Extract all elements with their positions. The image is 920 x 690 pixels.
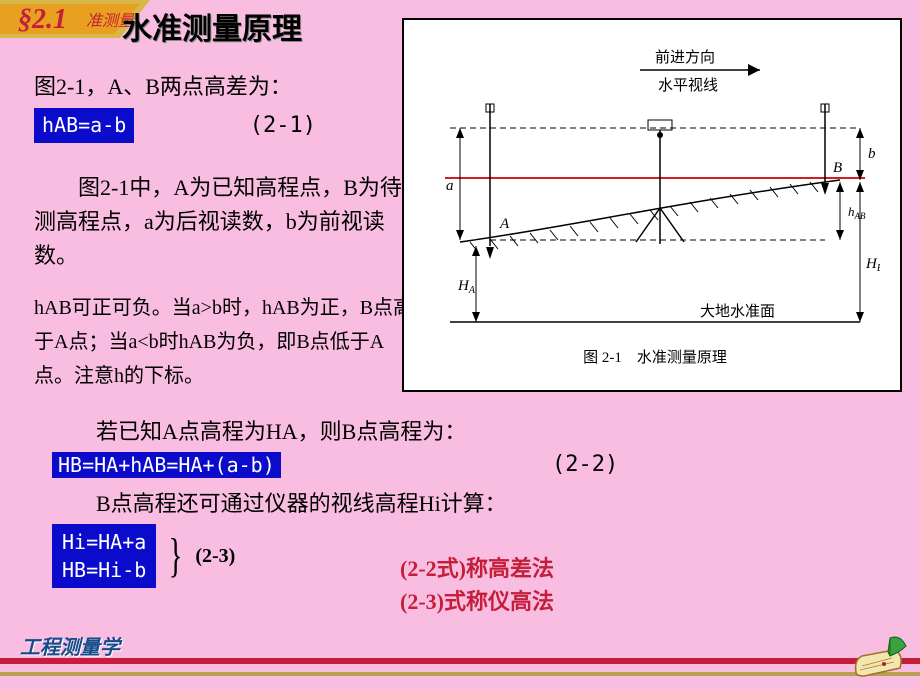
footer-course-name: 工程测量学 (10, 627, 130, 664)
para2: 图2-1中，A为已知高程点，B为待测高程点，a为后视读数，b为前视读数。 (34, 171, 414, 273)
method-23: (2-3)式称仪高法 (400, 585, 554, 618)
method-22: (2-2式)称高差法 (400, 552, 554, 585)
svg-text:hAB: hAB (848, 204, 866, 221)
eq-number-2-3: (2-3) (195, 545, 235, 568)
para1-text: 图2-1，A、B两点高差为： (34, 74, 292, 99)
eq-number-2-2: (2-2) (552, 452, 618, 477)
scroll-quill-icon (850, 632, 910, 684)
brace-icon: } (169, 537, 183, 575)
text-column-left: 图2-1，A、B两点高差为： hAB=a-b (2-1) 图2-1中，A为已知高… (34, 70, 414, 393)
fig-label-A: A (499, 216, 510, 232)
lower-text3: B点高程还可通过仪器的视线高程Hi计算： (52, 486, 872, 518)
lower-text1: 若已知A点高程为HA，则B点高程为： (52, 414, 872, 446)
method-labels: (2-2式)称高差法 (2-3)式称仪高法 (400, 552, 554, 618)
fig-label-a: a (446, 178, 454, 194)
footer-underline (0, 672, 920, 676)
para1: 图2-1，A、B两点高差为： hAB=a-b (2-1) (34, 70, 414, 143)
fig-label-horizon: 水平视线 (658, 77, 718, 94)
eq-number-2-1: (2-1) (250, 109, 316, 143)
fig-label-datum: 大地水准面 (700, 303, 775, 320)
page-title: 水准测量原理 (122, 4, 302, 48)
fig-label-b: b (868, 146, 876, 162)
formula-hab: hAB=a-b (34, 108, 134, 143)
figure-caption: 图 2-1 水准测量原理 (583, 349, 727, 366)
svg-text:HA: HA (457, 278, 476, 296)
formula-hb: HB=HA+hAB=HA+(a-b) (52, 452, 281, 478)
section-number: §2.1 (18, 4, 67, 36)
figure-2-1: 前进方向 水平视线 A (402, 18, 902, 392)
footer-band (0, 658, 920, 664)
para3: hAB可正可负。当a>b时，hAB为正，B点高于A点；当a<b时hAB为负，即B… (34, 291, 414, 393)
fig-label-B: B (833, 160, 842, 176)
fig-label-forward: 前进方向 (655, 49, 715, 66)
instrument-icon (636, 120, 684, 244)
svg-text:HB: HB (865, 256, 880, 274)
figure-svg: 前进方向 水平视线 A (430, 32, 880, 372)
formula-hi: Hi=HA+aHB=Hi-b (52, 524, 156, 588)
